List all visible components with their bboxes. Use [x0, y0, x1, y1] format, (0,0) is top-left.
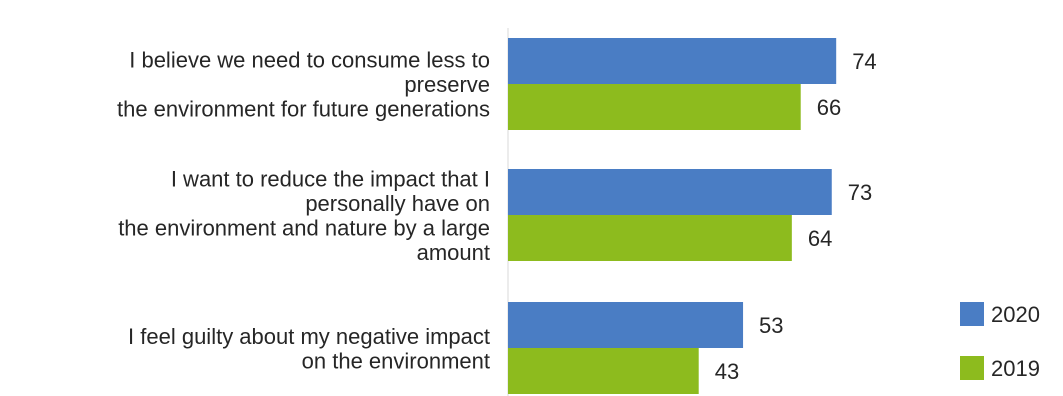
legend-label-2019: 2019: [991, 356, 1040, 381]
category-label-line: preserve: [404, 72, 490, 97]
legend-label-2020: 2020: [991, 302, 1040, 327]
category-label-line: I feel guilty about my negative impact: [128, 324, 490, 349]
bar-2020-cat-3: [508, 302, 744, 348]
category-label-line: I want to reduce the impact that I: [171, 166, 490, 191]
bar-2019-cat-3: [508, 348, 699, 394]
bar-2019-cat-1: [508, 84, 801, 130]
category-label-line: on the environment: [302, 348, 490, 373]
legend-swatch-2020: [960, 302, 984, 326]
value-label-2020-cat-2: 73: [848, 180, 872, 205]
value-label-2019-cat-3: 43: [715, 359, 739, 384]
category-label-line: amount: [417, 240, 490, 265]
category-label-1: I believe we need to consume less to pres…: [117, 48, 490, 122]
category-label-line: I believe we need to consume less to: [129, 48, 490, 73]
bar-2020-cat-2: [508, 169, 832, 215]
category-label-3: I feel guilty about my negative impact on…: [128, 324, 490, 374]
bar-2019-cat-2: [508, 215, 792, 261]
value-labels-group: 74 66 73 64 53 43: [715, 49, 877, 384]
value-label-2019-cat-1: 66: [817, 95, 841, 120]
legend: 2020 2019: [960, 302, 1040, 381]
value-label-2019-cat-2: 64: [808, 226, 832, 251]
category-labels-group: I believe we need to consume less to pres…: [117, 48, 490, 374]
value-label-2020-cat-3: 53: [759, 313, 783, 338]
value-label-2020-cat-1: 74: [852, 49, 876, 74]
category-label-line: personally have on: [305, 191, 490, 216]
bar-2020-cat-1: [508, 38, 837, 84]
category-label-line: the environment for future generations: [117, 97, 490, 122]
category-label-line: the environment and nature by a large: [118, 215, 490, 240]
legend-swatch-2019: [960, 356, 984, 380]
bars-group: [508, 38, 837, 394]
